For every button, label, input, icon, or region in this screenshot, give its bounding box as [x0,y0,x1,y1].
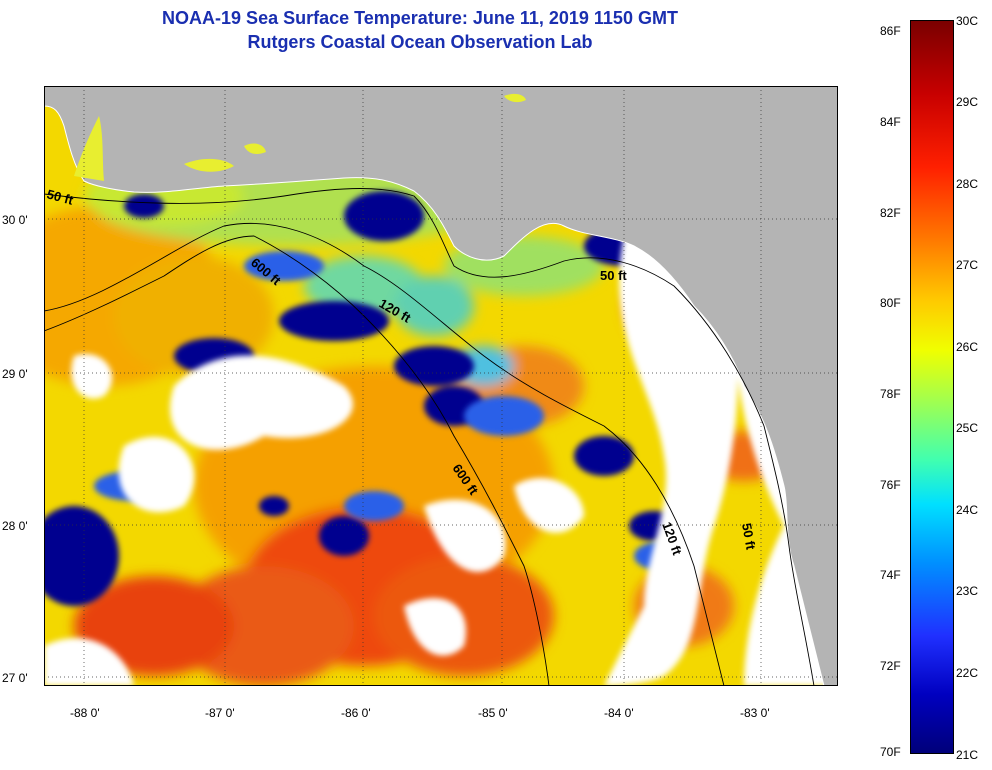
lon-label-88: -88 0' [70,706,100,720]
cold-patches [44,191,679,606]
lat-label-27: 27 0' [2,671,28,685]
sst-map-graphic: 50 ft 600 ft 120 ft 50 ft 600 ft 120 ft … [44,86,838,686]
contour-label-50ft-west: 50 ft [45,186,75,208]
colorbar-f-82: 82F [880,206,901,220]
depth-contours [44,188,815,686]
map-title: NOAA-19 Sea Surface Temperature: June 11… [162,8,678,28]
lon-label-85: -85 0' [478,706,508,720]
colorbar-c-26: 26C [956,340,979,354]
colorbar-c-29: 29C [956,95,979,109]
graticule [44,86,838,686]
colorbar-f-78: 78F [880,387,901,401]
lon-label-86: -86 0' [341,706,371,720]
lat-label-30: 30 0' [2,213,28,227]
colorbar-c-27: 27C [956,258,979,272]
map-subtitle: Rutgers Coastal Ocean Observation Lab [247,32,593,52]
lon-label-83: -83 0' [740,706,770,720]
map-frame [44,86,838,686]
colorbar-f-72: 72F [880,659,901,673]
colorbar-c-30: 30C [956,14,979,28]
colorbar-c-23: 23C [956,584,979,598]
lon-label-84: -84 0' [604,706,634,720]
colorbar-f-80: 80F [880,296,901,310]
lon-label-87: -87 0' [205,706,235,720]
colorbar-f-76: 76F [880,478,901,492]
bays [74,93,526,181]
colorbar-c-25: 25C [956,421,979,435]
colorbar-c-22: 22C [956,666,979,680]
lat-label-29: 29 0' [2,367,28,381]
colorbar-f-74: 74F [880,568,901,582]
land-mass [44,86,838,686]
colorbar-c-28: 28C [956,177,979,191]
contour-label-50ft-south: 50 ft [739,522,759,552]
colorbar-c-21: 21C [956,748,979,762]
contour-label-50ft-bigbend: 50 ft [600,268,627,283]
colorbar-f-86: 86F [880,24,901,38]
sst-map: 50 ft 600 ft 120 ft 50 ft 600 ft 120 ft … [44,86,838,686]
colorbar-f-84: 84F [880,115,901,129]
colorbar-f-70: 70F [880,745,901,759]
lat-label-28: 28 0' [2,519,28,533]
temperature-colorbar [910,20,954,754]
colorbar-c-24: 24C [956,503,979,517]
